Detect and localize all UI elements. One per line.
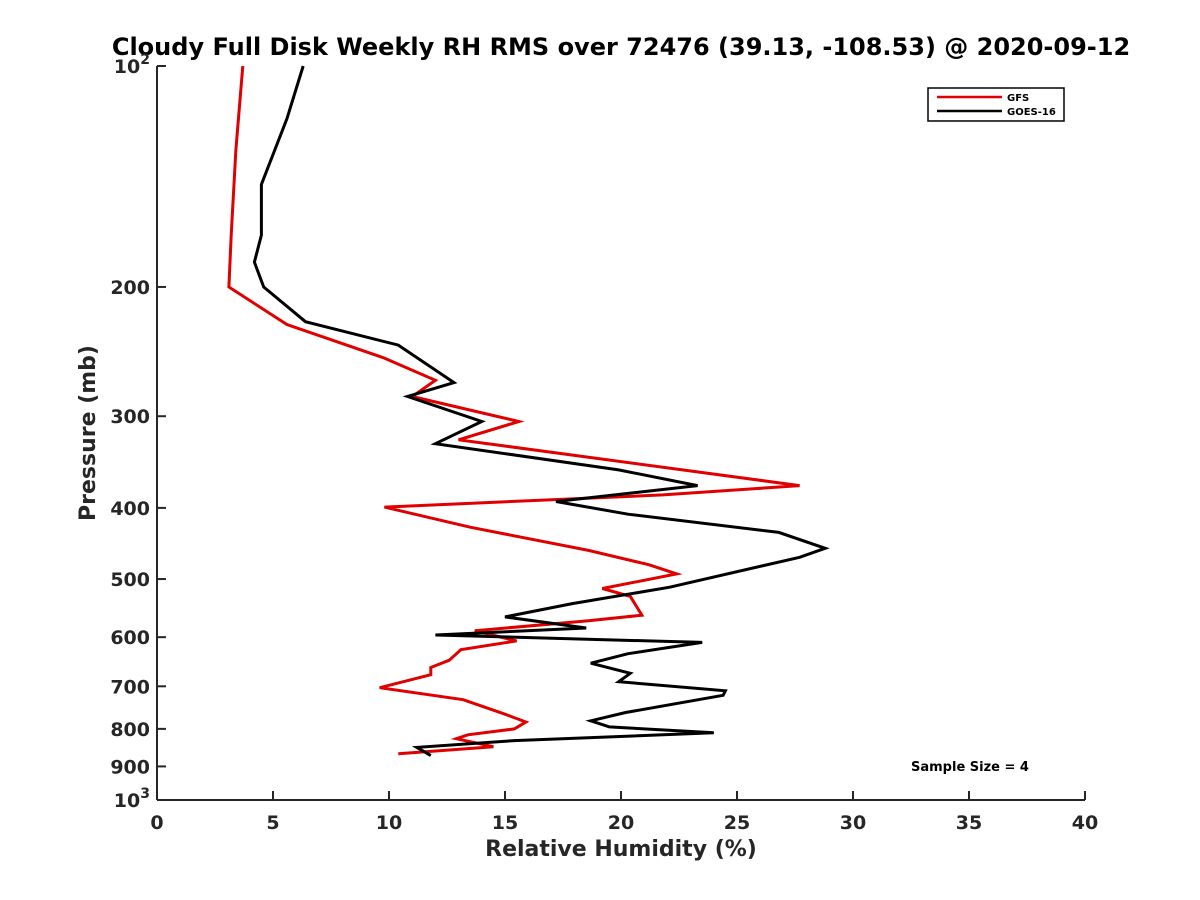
y-tick-label: 800 xyxy=(110,719,150,741)
x-axis-label: Relative Humidity (%) xyxy=(485,837,757,862)
legend-box xyxy=(927,87,1065,122)
x-tick-label: 30 xyxy=(840,812,866,834)
series-layer xyxy=(227,65,830,757)
y-tick-label: 200 xyxy=(110,277,150,299)
axes: 0 5 10 15 20 25 30 35 40102200300400500600700800… xyxy=(110,52,1098,834)
y-tick-exponent: 2 xyxy=(140,52,150,68)
x-tick-label: 40 xyxy=(1072,812,1098,834)
legend-label-gfs: GFS xyxy=(1007,93,1029,104)
y-tick-label: 500 xyxy=(110,569,150,591)
legend-label-goes16: GOES-16 xyxy=(1007,107,1056,118)
x-tick-label: 35 xyxy=(956,812,982,834)
legend: GFS GOES-16 xyxy=(927,87,1065,122)
x-tick-label: 5 xyxy=(266,812,279,834)
sample-size-annotation: Sample Size = 4 xyxy=(911,760,1029,775)
x-tick-label: 25 xyxy=(724,812,750,834)
y-tick-label: 102 xyxy=(114,52,150,78)
x-tick-label: 15 xyxy=(492,812,518,834)
x-tick-label: 0 xyxy=(150,812,163,834)
series-line-goes-16 xyxy=(252,65,830,757)
x-tick-label: 20 xyxy=(608,812,634,834)
y-tick-exponent: 3 xyxy=(140,786,150,802)
y-axis-label: Pressure (mb) xyxy=(76,345,101,521)
y-tick-label: 600 xyxy=(110,627,150,649)
y-tick-label: 700 xyxy=(110,676,150,698)
y-tick-label: 900 xyxy=(110,756,150,778)
y-tick-base: 10 xyxy=(114,56,140,78)
y-tick-base: 10 xyxy=(114,790,140,812)
y-tick-label: 400 xyxy=(110,498,150,520)
chart-title: Cloudy Full Disk Weekly RH RMS over 7247… xyxy=(112,33,1130,61)
series-line-gfs xyxy=(227,65,800,756)
x-tick-label: 10 xyxy=(376,812,402,834)
y-tick-label: 300 xyxy=(110,406,150,428)
y-tick-label: 103 xyxy=(114,786,150,812)
